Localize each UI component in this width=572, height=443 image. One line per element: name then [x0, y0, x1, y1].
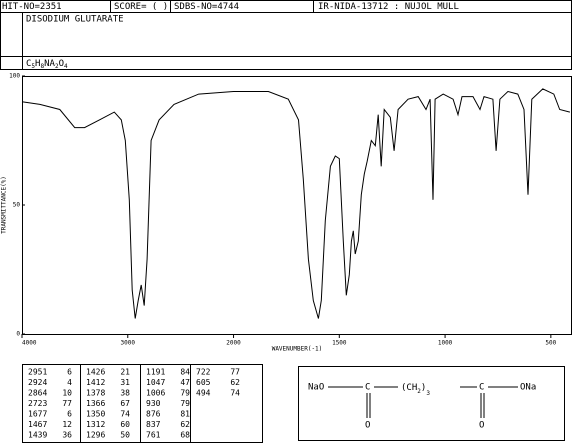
- x-tick-label: 500: [545, 340, 556, 347]
- peak-wavenumber: 1677: [28, 410, 47, 419]
- compound-name: DISODIUM GLUTARATE: [26, 15, 124, 25]
- peak-transmittance: 6: [67, 368, 72, 377]
- peak-wavenumber: 1366: [86, 399, 105, 408]
- peak-transmittance: 67: [120, 399, 130, 408]
- spectrum-line: [21, 88, 571, 319]
- peak-transmittance: 6: [67, 410, 72, 419]
- peak-transmittance: 4: [67, 378, 72, 387]
- peak-wavenumber: 1426: [86, 368, 105, 377]
- peak-transmittance: 10: [62, 389, 72, 398]
- plot-frame: [22, 76, 572, 335]
- peak-wavenumber: 1006: [146, 389, 165, 398]
- hit-no: HIT-NO=2351: [2, 2, 62, 12]
- score: SCORE= ( ): [114, 2, 168, 12]
- structure: [328, 386, 518, 418]
- formula-sub: 4: [64, 63, 68, 70]
- x-tick-label: 1000: [438, 340, 453, 347]
- peak-transmittance: 74: [120, 410, 130, 419]
- x-tick-label: 2000: [226, 340, 241, 347]
- y-tick-label: 100: [9, 73, 20, 80]
- peak-wavenumber: 837: [146, 420, 161, 429]
- peak-wavenumber: 761: [146, 431, 161, 440]
- peak-wavenumber: 1350: [86, 410, 105, 419]
- peak-transmittance: 84: [180, 368, 190, 377]
- peak-transmittance: 12: [62, 420, 72, 429]
- sdbs-no: SDBS-NO=4744: [174, 2, 239, 12]
- formula: C5H8NA2O4: [26, 59, 68, 70]
- atom: O: [479, 421, 484, 431]
- formula-part: O: [59, 59, 64, 69]
- formula-part: H: [35, 59, 40, 69]
- peak-wavenumber: 1378: [86, 389, 105, 398]
- peak-wavenumber: 1467: [28, 420, 47, 429]
- peak-wavenumber: 605: [196, 378, 211, 387]
- x-tick-label: 1500: [332, 340, 347, 347]
- peak-transmittance: 60: [120, 420, 130, 429]
- peak-transmittance: 50: [120, 431, 130, 440]
- atom: O: [365, 421, 370, 431]
- peak-wavenumber: 2924: [28, 378, 47, 387]
- peak-transmittance: 81: [180, 410, 190, 419]
- formula-part: C: [26, 59, 31, 69]
- peak-transmittance: 62: [180, 420, 190, 429]
- chain-count: 3: [426, 390, 430, 397]
- y-tick-label: 0: [16, 331, 20, 338]
- formula-sub: 5: [31, 63, 35, 70]
- y-axis-label: TRANSMITTANCE(%): [1, 176, 8, 234]
- peak-wavenumber: 1312: [86, 420, 105, 429]
- ir-info: IR-NIDA-13712 : NUJOL MULL: [318, 2, 459, 12]
- chain-sub: 2: [417, 388, 421, 395]
- peak-transmittance: 21: [120, 368, 130, 377]
- atom: NaO: [308, 383, 324, 393]
- peak-transmittance: 31: [120, 378, 130, 387]
- atom: C: [365, 383, 370, 393]
- peak-wavenumber: 2723: [28, 399, 47, 408]
- peak-wavenumber: 1412: [86, 378, 105, 387]
- structure-box: [298, 366, 565, 441]
- peak-wavenumber: 1296: [86, 431, 105, 440]
- x-tick-label: 3000: [121, 340, 136, 347]
- peak-transmittance: 36: [62, 431, 72, 440]
- peak-wavenumber: 1047: [146, 378, 165, 387]
- chain: (CH2)3: [401, 383, 430, 397]
- peak-wavenumber: 930: [146, 399, 161, 408]
- peak-transmittance: 77: [230, 368, 240, 377]
- formula-sub: 8: [40, 63, 44, 70]
- peak-wavenumber: 722: [196, 368, 211, 377]
- atom: ONa: [520, 383, 536, 393]
- chain: (CH: [401, 383, 417, 393]
- peak-transmittance: 47: [180, 378, 190, 387]
- x-tick-label: 4000: [22, 340, 37, 347]
- peak-transmittance: 79: [180, 389, 190, 398]
- header-box: [0, 0, 572, 70]
- peak-wavenumber: 1439: [28, 431, 47, 440]
- peak-wavenumber: 876: [146, 410, 161, 419]
- peak-wavenumber: 494: [196, 389, 211, 398]
- peak-transmittance: 74: [230, 389, 240, 398]
- formula-part: NA: [44, 59, 55, 69]
- peak-transmittance: 68: [180, 431, 190, 440]
- chain-close: ): [421, 383, 426, 393]
- atom: C: [479, 383, 484, 393]
- peak-transmittance: 77: [62, 399, 72, 408]
- y-tick-label: 50: [13, 202, 21, 209]
- x-axis-label: WAVENUMBER(-1): [272, 346, 323, 353]
- peak-transmittance: 62: [230, 378, 240, 387]
- peak-transmittance: 38: [120, 389, 130, 398]
- peak-wavenumber: 1191: [146, 368, 165, 377]
- peak-table-box: [22, 364, 263, 443]
- peak-wavenumber: 2951: [28, 368, 47, 377]
- peak-transmittance: 79: [180, 399, 190, 408]
- formula-sub: 2: [55, 63, 59, 70]
- peak-wavenumber: 2864: [28, 389, 47, 398]
